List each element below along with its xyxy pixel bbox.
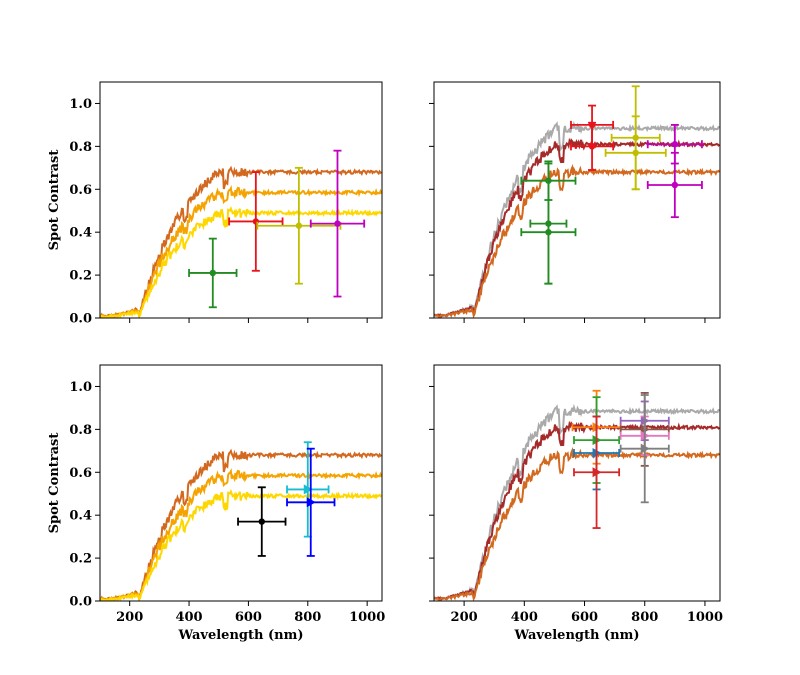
y-axis-label: Spot Contrast xyxy=(47,433,62,534)
x-tick-label: 400 xyxy=(175,610,202,625)
x-tick-label: 200 xyxy=(451,610,478,625)
plot-area xyxy=(434,85,720,318)
marker-triangle xyxy=(640,443,650,454)
series-line-model-5 xyxy=(434,420,720,601)
series-line-model-1 xyxy=(434,163,720,318)
marker-triangle xyxy=(303,484,313,495)
axes-frame xyxy=(99,81,383,319)
y-tick-label: 1.0 xyxy=(69,380,92,395)
marker-circle xyxy=(632,149,639,156)
data-point xyxy=(286,447,336,557)
y-tick-label: 0.8 xyxy=(69,140,92,155)
marker-triangle xyxy=(592,467,602,478)
plot-area xyxy=(100,441,382,601)
data-point xyxy=(619,394,670,504)
data-point xyxy=(646,151,703,219)
series-line-model-1 xyxy=(434,446,720,601)
axes-frame xyxy=(433,364,721,602)
data-point xyxy=(529,162,568,285)
y-tick-label: 0.4 xyxy=(69,226,92,241)
plot-area xyxy=(100,149,382,318)
x-axis-label: Wavelength (nm) xyxy=(178,628,304,643)
marker-circle xyxy=(295,222,303,229)
x-tick-label: 200 xyxy=(116,610,143,625)
marker-circle xyxy=(671,141,679,148)
series-line-model-1 xyxy=(100,165,382,318)
series-line-model-4 xyxy=(434,403,720,601)
series-line-model-4 xyxy=(434,120,720,318)
x-tick-label: 800 xyxy=(294,610,321,625)
x-tick-label: 1000 xyxy=(349,610,385,625)
marker-circle xyxy=(209,269,216,277)
data-point xyxy=(188,237,238,309)
x-tick-label: 800 xyxy=(631,610,658,625)
x-tick-label: 600 xyxy=(235,610,262,625)
marker-circle xyxy=(334,220,341,227)
series-line-model-1 xyxy=(100,448,382,601)
data-point xyxy=(604,115,667,191)
data-point xyxy=(256,166,342,285)
marker-circle xyxy=(588,143,596,150)
y-tick-label: 0.0 xyxy=(69,312,92,327)
y-axis-label: Spot Contrast xyxy=(47,150,62,251)
series-line-model-2 xyxy=(100,468,382,601)
y-tick-label: 0.2 xyxy=(69,552,92,567)
y-tick-label: 0.4 xyxy=(69,509,92,524)
data-point xyxy=(286,441,330,538)
series-line-model-3 xyxy=(100,205,382,318)
series-line-model-3 xyxy=(100,488,382,601)
data-point xyxy=(228,171,284,272)
marker-triangle xyxy=(306,497,316,508)
marker-circle xyxy=(258,518,265,525)
x-tick-label: 400 xyxy=(511,610,538,625)
y-tick-label: 0.6 xyxy=(69,466,92,481)
y-tick-label: 0.2 xyxy=(69,269,92,284)
panel-bottom-right: 200 400 600 800 1000 Wavelength (nm) xyxy=(429,364,723,643)
plot-area xyxy=(434,389,720,601)
y-tick-label: 1.0 xyxy=(69,97,92,112)
series-line-model-2 xyxy=(100,185,382,318)
y-tick-label: 0.6 xyxy=(69,183,92,198)
axes-frame xyxy=(433,81,721,319)
marker-circle xyxy=(545,220,552,227)
y-tick-label: 0.0 xyxy=(69,595,92,610)
y-tick-label: 0.8 xyxy=(69,423,92,438)
panel-top-right xyxy=(429,81,721,323)
panel-top-left: 0.0 0.2 0.4 0.6 0.8 1.0 Spot Contrast xyxy=(47,81,383,327)
x-tick-label: 1000 xyxy=(687,610,723,625)
data-point xyxy=(309,149,366,298)
x-tick-label: 600 xyxy=(571,610,598,625)
series-line-model-5 xyxy=(434,137,720,318)
panel-bottom-left: 200 400 600 800 1000 0.0 0.2 0.4 0.6 0.8 1.0 Spot C… xyxy=(47,364,385,643)
data-point xyxy=(573,415,621,529)
marker-circle xyxy=(671,181,679,189)
data-point xyxy=(570,121,615,171)
x-axis-label: Wavelength (nm) xyxy=(514,628,640,643)
data-point xyxy=(237,486,287,557)
axes-frame xyxy=(99,364,383,602)
